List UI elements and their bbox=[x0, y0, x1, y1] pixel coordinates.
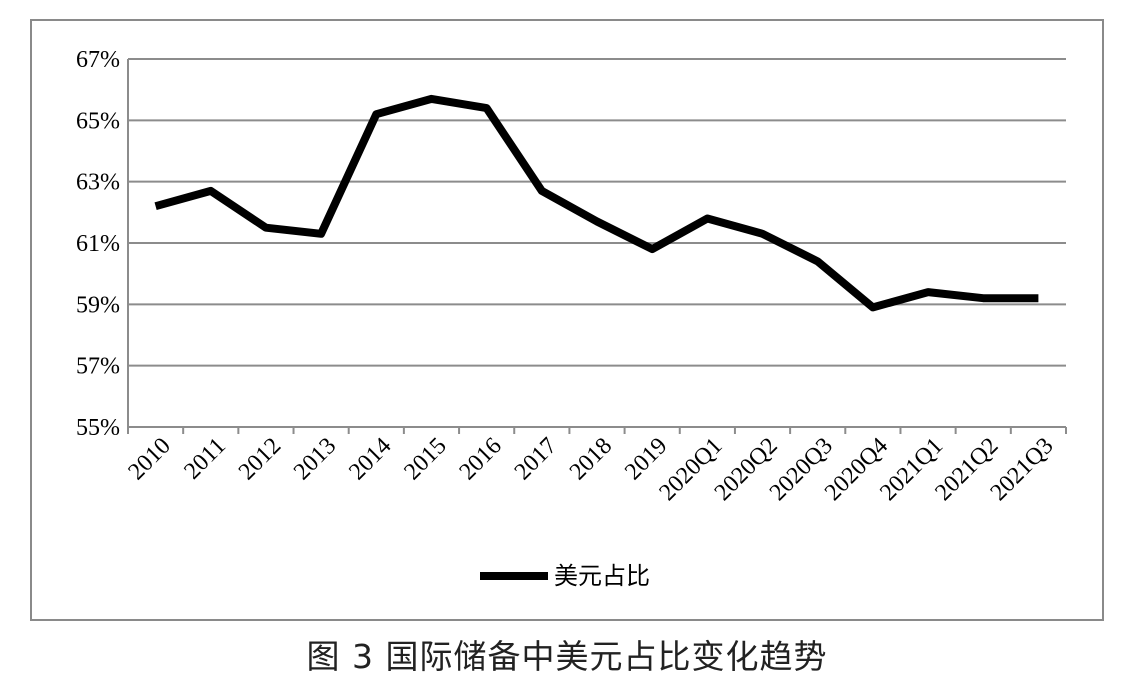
x-tick-label: 2018 bbox=[565, 433, 617, 485]
figure-caption: 图 3 国际储备中美元占比变化趋势 bbox=[306, 637, 828, 676]
x-tick-label: 2015 bbox=[399, 433, 451, 485]
y-tick-label: 67% bbox=[76, 47, 120, 73]
series-line bbox=[154, 94, 1039, 312]
y-tick-label: 65% bbox=[76, 108, 120, 134]
series bbox=[154, 94, 1039, 312]
gridlines bbox=[128, 58, 1066, 367]
x-tick-label: 2013 bbox=[289, 433, 341, 485]
y-tick-label: 63% bbox=[76, 170, 120, 196]
x-tick-label: 2021Q3 bbox=[986, 433, 1059, 506]
legend-label: 美元占比 bbox=[554, 562, 650, 590]
x-tick-label: 2012 bbox=[234, 433, 286, 485]
y-tick-label: 57% bbox=[76, 354, 120, 380]
line-chart: 55%57%59%61%63%65%67%2010 2011 2012 2013 201… bbox=[76, 47, 1067, 590]
y-tick-label: 59% bbox=[76, 292, 120, 318]
x-tick-label: 2010 bbox=[124, 433, 176, 485]
x-tick-label: 2011 bbox=[179, 433, 231, 485]
chart-frame: 55% 57% 59% 61% 63% 65% 67% 2010 2011 2012 2013 201… bbox=[30, 19, 1104, 621]
y-tick-label: 55% bbox=[76, 415, 120, 441]
y-tick-label: 61% bbox=[76, 231, 120, 257]
legend: 美元占比 bbox=[480, 562, 650, 590]
x-tick-label: 2016 bbox=[455, 433, 507, 485]
axes: 55%57%59%61%63%65%67%2010 2011 2012 2013 201… bbox=[76, 47, 1067, 506]
x-tick-label: 2014 bbox=[344, 433, 396, 485]
x-tick-label: 2017 bbox=[510, 433, 562, 485]
